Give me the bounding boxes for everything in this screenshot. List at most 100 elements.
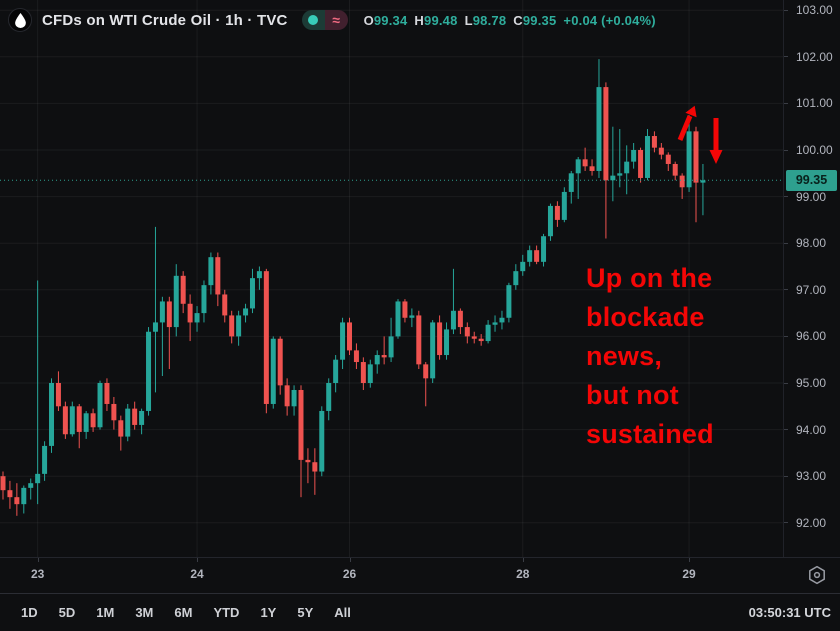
price-tick [784, 335, 788, 337]
candle [568, 170, 574, 204]
candle [125, 403, 131, 442]
candle [152, 226, 158, 393]
range-button-5d[interactable]: 5D [58, 605, 76, 620]
candle [291, 385, 297, 416]
range-button-1d[interactable]: 1D [21, 605, 38, 620]
candle [28, 478, 34, 500]
candle [35, 280, 41, 505]
candle [7, 480, 13, 509]
candle [416, 310, 422, 370]
data-stream-toggle[interactable]: ≈ [301, 10, 348, 30]
candle [222, 289, 228, 323]
last-price-badge: 99.35 [786, 169, 837, 191]
price-label: 93.00 [796, 469, 827, 484]
annotation-line: blockade news, [586, 302, 705, 371]
candle [270, 336, 276, 409]
symbol-title[interactable]: CFDs on WTI Crude Oil · 1h · TVC [42, 11, 288, 29]
candle [146, 327, 152, 416]
candle [541, 233, 547, 267]
candle [333, 355, 339, 393]
price-label: 101.00 [796, 96, 833, 111]
candle [506, 282, 512, 323]
candle [464, 322, 470, 344]
candle [457, 308, 463, 335]
candle [603, 82, 609, 239]
chart-pane[interactable]: CFDs on WTI Crude Oil · 1h · TVC ≈ O99.3… [0, 0, 783, 557]
candle [326, 378, 332, 421]
annotation-line: sustained [586, 419, 714, 449]
ohlc-readout: O99.34 H99.48 L98.78 C99.35 +0.04 (+0.04%) [364, 13, 656, 28]
candle [395, 299, 401, 339]
candle [55, 371, 61, 411]
candle [159, 296, 165, 377]
candle [554, 201, 560, 227]
candle [229, 310, 235, 344]
candle [471, 331, 477, 344]
annotation-line: but not [586, 380, 679, 410]
price-label: 94.00 [796, 422, 827, 437]
range-button-5y[interactable]: 5Y [297, 605, 314, 620]
open-value: 99.34 [373, 12, 408, 28]
candle [450, 268, 456, 335]
candle [631, 143, 637, 169]
candle [201, 280, 207, 323]
candle [700, 163, 706, 216]
price-tick [784, 289, 788, 291]
axis-settings-icon[interactable] [806, 564, 828, 586]
clock-utc[interactable]: 03:50:31 UTC [748, 605, 831, 620]
candle [423, 362, 429, 407]
candle [104, 378, 110, 411]
candle [367, 359, 373, 388]
oil-droplet-icon [8, 8, 32, 32]
price-tick [784, 429, 788, 431]
range-button-6m[interactable]: 6M [174, 605, 193, 620]
candle [589, 159, 595, 176]
symbol-legend: CFDs on WTI Crude Oil · 1h · TVC ≈ O99.3… [8, 7, 656, 33]
candle [388, 317, 394, 363]
candle [610, 126, 616, 202]
candle [430, 320, 436, 383]
range-button-all[interactable]: All [334, 605, 351, 620]
candle [284, 378, 290, 416]
candle [76, 403, 82, 449]
price-label: 99.00 [796, 189, 827, 204]
price-label: 103.00 [796, 3, 833, 18]
time-axis[interactable]: 23 24 26 28 29 [0, 557, 840, 593]
candle [485, 320, 491, 344]
candle [513, 264, 519, 290]
candle [312, 448, 318, 495]
annotation-text: Up on the blockade news, but not sustained [586, 259, 783, 454]
price-axis[interactable]: 99.35 92.00 93.00 94.00 95.00 96.00 97.00 98.0… [783, 0, 840, 557]
candle [62, 401, 68, 439]
price-label: 95.00 [796, 376, 827, 390]
candle [256, 266, 262, 290]
time-label: 24 [190, 567, 204, 581]
price-tick [784, 242, 788, 244]
change-value: +0.04 (+0.04%) [563, 12, 656, 28]
candle [173, 264, 179, 337]
price-tick [784, 9, 788, 11]
range-button-1m[interactable]: 1M [96, 605, 115, 620]
candle [14, 483, 20, 516]
close-value: 99.35 [522, 12, 557, 28]
candle [499, 310, 505, 330]
candle [402, 299, 408, 323]
price-tick [784, 196, 788, 198]
price-tick [784, 56, 788, 58]
candle [693, 126, 699, 223]
annotation-line: Up on the [586, 263, 713, 293]
range-button-1y[interactable]: 1Y [260, 605, 277, 620]
low-value: 98.78 [472, 12, 507, 28]
candle [139, 408, 145, 435]
candle [651, 131, 657, 153]
candle [208, 252, 214, 295]
candle [492, 315, 498, 332]
candle [21, 485, 27, 514]
time-tick [689, 558, 691, 562]
time-label: 23 [30, 567, 45, 581]
low-label: L [464, 12, 473, 28]
range-button-3m[interactable]: 3M [135, 605, 154, 620]
candle [132, 401, 138, 430]
candle [263, 268, 269, 414]
range-button-ytd[interactable]: YTD [213, 605, 240, 620]
